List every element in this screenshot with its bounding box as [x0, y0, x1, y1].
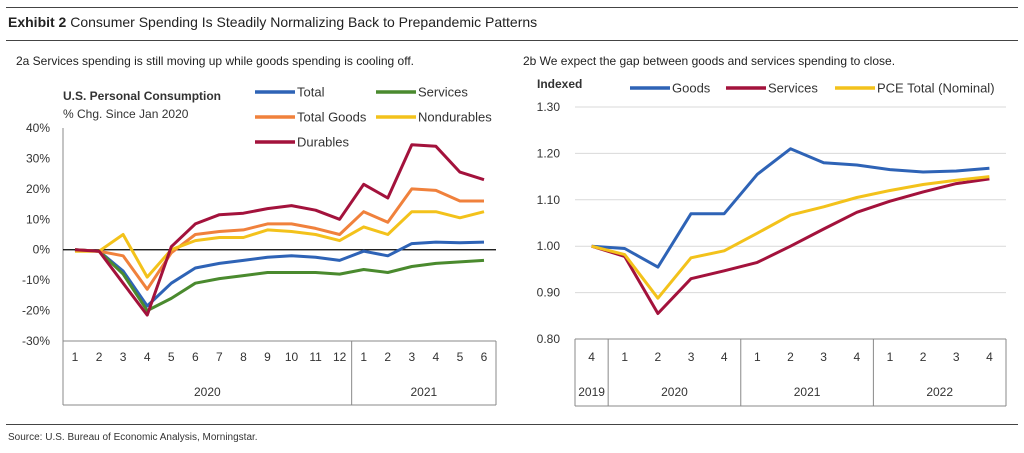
chart-a-xtick-label: 3: [408, 350, 415, 364]
chart-a-xtick-label: 5: [457, 350, 464, 364]
legend-label-services: Services: [418, 85, 468, 100]
legend-label-durables: Durables: [297, 135, 350, 150]
legend-label-total-goods: Total Goods: [297, 110, 367, 125]
chart-b-ytick-label: 1.20: [537, 146, 561, 160]
chart-b-xtick-label: 3: [953, 350, 960, 364]
chart-b-group-label: 2019: [578, 385, 605, 399]
chart-a-ytick-label: -10%: [22, 273, 50, 287]
title-rule: [6, 40, 1018, 41]
chart-b-xtick-label: 1: [621, 350, 628, 364]
chart-a-title: U.S. Personal Consumption: [63, 89, 221, 103]
chart-b-xtick-label: 1: [754, 350, 761, 364]
chart-a-group-label: 2021: [410, 385, 437, 399]
chart-b-legend-label-services: Services: [768, 81, 818, 96]
legend-label-total: Total: [297, 85, 325, 100]
chart-a-xtick-label: 4: [144, 350, 151, 364]
chart-a-ytick-label: 10%: [26, 212, 50, 226]
chart-a-xtick-label: 2: [384, 350, 391, 364]
chart-b-ylabel: Indexed: [537, 77, 582, 91]
chart-b-group-label: 2020: [661, 385, 688, 399]
chart-a-xtick-label: 4: [433, 350, 440, 364]
chart-a-subtitle: 2a Services spending is still moving up …: [16, 54, 415, 68]
chart-a-ylabel: % Chg. Since Jan 2020: [63, 107, 189, 121]
chart-b-ytick-label: 1.10: [537, 193, 561, 207]
chart-b-xtick-label: 4: [721, 350, 728, 364]
chart-a-xtick-label: 9: [264, 350, 271, 364]
chart-a-xtick-label: 6: [481, 350, 488, 364]
chart-a-ytick-label: 0%: [33, 243, 51, 257]
chart-b-series-services: [591, 177, 990, 315]
chart-a-xtick-label: 1: [360, 350, 367, 364]
chart-a-xtick-label: 7: [216, 350, 223, 364]
chart-a-ytick-label: 20%: [26, 182, 50, 196]
chart-b-xtick-label: 2: [655, 350, 662, 364]
chart-a-series-total-goods: [74, 187, 484, 291]
chart-b-series-goods: [591, 147, 990, 269]
chart-b-group-label: 2022: [926, 385, 953, 399]
chart-b-ytick-label: 0.80: [537, 332, 561, 346]
chart-a-xtick-label: 12: [333, 350, 347, 364]
chart-a-ytick-label: -30%: [22, 334, 50, 348]
chart-a-group-label: 2020: [194, 385, 221, 399]
chart-b-xtick-label: 3: [688, 350, 695, 364]
chart-a-series-services: [74, 248, 485, 313]
chart-a-xtick-label: 11: [309, 350, 322, 364]
exhibit-title-text: Consumer Spending Is Steadily Normalizin…: [70, 14, 538, 30]
chart-a-xtick-label: 6: [192, 350, 199, 364]
chart-b-xtick-label: 4: [853, 350, 860, 364]
chart-b-xtick-label: 1: [887, 350, 894, 364]
chart-a-series-nondurables: [75, 210, 485, 279]
chart-b-xtick-label: 4: [588, 350, 595, 364]
bottom-rule: [6, 424, 1018, 425]
chart-a-xtick-label: 2: [96, 350, 103, 364]
exhibit-title: Exhibit 2 Consumer Spending Is Steadily …: [8, 14, 537, 30]
chart-b-legend-label-pce-total-nominal: PCE Total (Nominal): [877, 81, 995, 96]
chart-a-xtick-label: 8: [240, 350, 247, 364]
source-note: Source: U.S. Bureau of Economic Analysis…: [8, 432, 258, 443]
exhibit-label: Exhibit 2: [8, 14, 67, 30]
legend-label-nondurables: Nondurables: [418, 110, 492, 125]
chart-a-ytick-label: -20%: [22, 304, 50, 318]
chart-b-ytick-label: 0.90: [537, 286, 561, 300]
chart-a-xtick-label: 1: [72, 350, 79, 364]
chart-a-xtick-label: 10: [285, 350, 299, 364]
chart-a-ytick-label: 30%: [26, 151, 50, 165]
chart-b-xtick-label: 3: [820, 350, 827, 364]
chart-b-group-label: 2021: [794, 385, 821, 399]
chart-a-xtick-label: 3: [120, 350, 127, 364]
chart-b-series-pce-total-nominal: [591, 175, 990, 300]
chart-b-ytick-label: 1.00: [537, 239, 561, 253]
chart-a-xtick-label: 5: [168, 350, 175, 364]
chart-b-subtitle: 2b We expect the gap between goods and s…: [523, 54, 896, 68]
chart-b-xtick-label: 4: [986, 350, 993, 364]
chart-b-xtick-label: 2: [920, 350, 927, 364]
chart-a-series-durables: [74, 143, 485, 317]
chart-b-legend-label-goods: Goods: [672, 81, 711, 96]
chart-a-series-total: [74, 240, 485, 308]
chart-a-ytick-label: 40%: [26, 121, 50, 135]
chart-b-ytick-label: 1.30: [537, 100, 561, 114]
chart-b-xtick-label: 2: [787, 350, 794, 364]
top-rule: [6, 7, 1018, 8]
